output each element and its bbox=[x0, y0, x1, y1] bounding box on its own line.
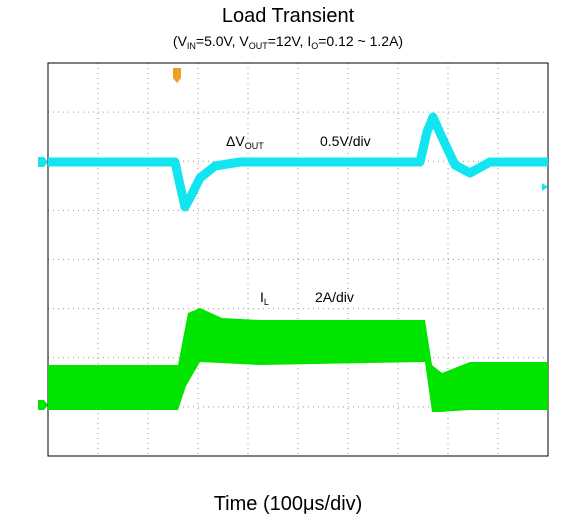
trace-scale: 0.5V/div bbox=[320, 133, 371, 149]
subtitle-sub: IN bbox=[187, 41, 196, 51]
trigger-level-marker bbox=[542, 183, 548, 191]
label-sub: OUT bbox=[245, 141, 265, 151]
subtitle-part: =0.12 ~ 1.2A) bbox=[318, 33, 403, 49]
ch2-marker bbox=[38, 157, 48, 167]
subtitle-part: (V bbox=[173, 33, 188, 49]
label-sub: L bbox=[264, 297, 269, 307]
trace-scale: 2A/div bbox=[315, 289, 354, 305]
il-trace bbox=[48, 308, 548, 412]
label-part: ΔV bbox=[226, 133, 245, 149]
grid bbox=[48, 63, 548, 456]
title: Load Transient bbox=[222, 5, 355, 27]
trace-label: ΔVOUT bbox=[226, 133, 264, 151]
x-label: Time (100μs/div) bbox=[214, 493, 363, 515]
trace-label: IL bbox=[260, 289, 269, 307]
ch3-marker bbox=[38, 400, 48, 410]
plot-frame bbox=[47, 62, 549, 457]
trigger-marker bbox=[173, 68, 181, 83]
subtitle-part: =12V, I bbox=[268, 33, 311, 49]
vout-trace bbox=[48, 112, 548, 212]
subtitle-sub: OUT bbox=[249, 41, 269, 51]
subtitle-sub: O bbox=[311, 41, 318, 51]
subtitle: (VIN=5.0V, VOUT=12V, IO=0.12 ~ 1.2A) bbox=[173, 33, 403, 51]
label-part: I bbox=[260, 289, 264, 305]
subtitle-part: =5.0V, V bbox=[196, 33, 249, 49]
